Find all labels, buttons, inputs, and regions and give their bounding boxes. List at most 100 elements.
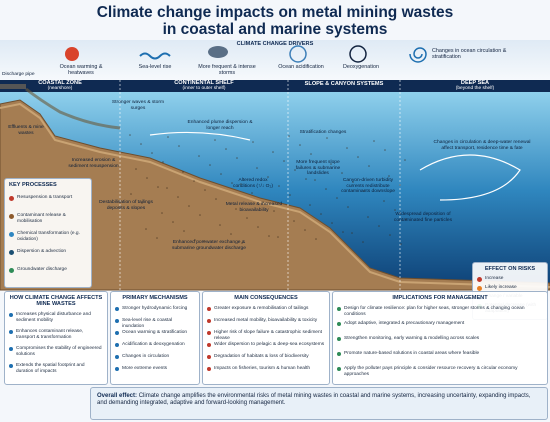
key-icon xyxy=(9,268,14,273)
particle xyxy=(129,134,131,136)
particle xyxy=(330,163,332,165)
panel-icon xyxy=(9,347,13,351)
particle xyxy=(156,237,158,239)
sediment-layer xyxy=(0,102,550,288)
panel-item: Compromises the stability of engineered … xyxy=(16,346,102,357)
particle xyxy=(389,234,391,236)
particle xyxy=(268,235,270,237)
panel-icon xyxy=(115,319,119,323)
panel-item: Higher risk of slope failure & catastrop… xyxy=(214,330,322,341)
panel-item: Wider dispersion to pelagic & deep-sea e… xyxy=(214,342,325,347)
zone-note: (beyond the shelf) xyxy=(455,86,495,92)
panel-item: Sea-level rise & coastal inundation xyxy=(122,318,173,329)
particle xyxy=(135,168,137,170)
scene-label: More frequent slope failures & submarine… xyxy=(295,160,341,177)
panel-item: Adopt adaptive, integrated & precautiona… xyxy=(344,321,465,326)
title: Climate change impacts on metal mining w… xyxy=(96,4,454,21)
panel-icon xyxy=(337,337,341,341)
panel-icon xyxy=(207,355,211,359)
particle xyxy=(384,149,386,151)
particle xyxy=(405,218,407,220)
particle xyxy=(294,169,296,171)
panel: MAIN CONSEQUENCES Greater exposure & remo… xyxy=(202,291,330,385)
risk-legend-heading: EFFECT ON RISKS xyxy=(484,266,536,272)
particle xyxy=(240,183,242,185)
panel-icon xyxy=(9,330,13,334)
particle xyxy=(256,167,258,169)
panel-icon xyxy=(207,331,211,335)
particle xyxy=(314,179,316,181)
particle xyxy=(188,205,190,207)
particle xyxy=(172,221,174,223)
particle xyxy=(383,200,385,202)
risk-icon xyxy=(477,277,482,282)
panel-heading: HOW CLIMATE CHANGE AFFECTS MINE WASTES xyxy=(9,295,103,308)
particle xyxy=(288,135,290,137)
particle xyxy=(357,156,359,158)
panel-icon xyxy=(337,367,341,371)
particle xyxy=(272,151,274,153)
panel-icon xyxy=(9,313,13,317)
particle xyxy=(373,140,375,142)
particle xyxy=(182,171,184,173)
title: in coastal and marine systems xyxy=(162,21,388,38)
particle xyxy=(209,164,211,166)
scene-label: Canyon-driven turbidity currents redistr… xyxy=(341,178,395,195)
panel-item: Changes in circulation xyxy=(122,354,170,359)
panel-item: Greater exposure & remobilisation of tai… xyxy=(214,306,309,311)
particle xyxy=(162,161,164,163)
panel: PRIMARY MECHANISMS Stronger hydrodynamic … xyxy=(110,291,200,385)
particle xyxy=(167,136,169,138)
driver-label: More frequent & intense storms xyxy=(198,64,256,77)
particle xyxy=(394,209,396,211)
scene-label: Metal release & increased bioavailabilit… xyxy=(225,202,283,213)
particle xyxy=(277,236,279,238)
particle xyxy=(363,190,365,192)
particle xyxy=(183,230,185,232)
particle xyxy=(362,241,364,243)
overall-box: Overall effect: Climate change amplifies… xyxy=(90,387,548,420)
scene-label: Increased erosion & sediment resuspensio… xyxy=(68,158,119,169)
particle xyxy=(352,181,354,183)
panel-icon xyxy=(115,331,119,335)
particle xyxy=(145,228,147,230)
icon-sea-level xyxy=(139,52,171,60)
scene-label: Altered redox conditions (↑/↓ O₂) xyxy=(233,178,273,189)
particle xyxy=(157,186,159,188)
panel-item: Increased metal mobility, bioavailabilit… xyxy=(214,318,318,323)
icon-acidification xyxy=(289,45,307,63)
scene-label: Widespread deposition of contaminated fi… xyxy=(393,212,453,223)
panel-icon xyxy=(115,367,119,371)
scene-label: Enhanced plume dispersion & longer reach xyxy=(187,120,253,131)
particle xyxy=(204,189,206,191)
particle xyxy=(331,222,333,224)
particle xyxy=(198,155,200,157)
panel-item: Impacts on fisheries, tourism & human he… xyxy=(214,366,310,371)
particle xyxy=(342,231,344,233)
particle xyxy=(130,193,132,195)
particle xyxy=(241,242,243,244)
particle xyxy=(225,148,227,150)
particle xyxy=(214,139,216,141)
particle xyxy=(336,197,338,199)
scene-label: Stronger waves & storm surges xyxy=(111,100,165,111)
panel-item: Design for climate resilience: plan for … xyxy=(344,306,525,317)
particle xyxy=(341,172,343,174)
zone-note: (inner to outer shelf) xyxy=(182,86,226,92)
driver-label: Changes in ocean circulation & stratific… xyxy=(432,48,507,61)
driver-label: Deoxygenation xyxy=(343,64,379,70)
key-process: Groundwater discharge xyxy=(17,267,67,272)
key-processes: KEY PROCESSES Resuspension & transport Con… xyxy=(4,178,92,288)
particle xyxy=(347,206,349,208)
overall-label: Overall effect: xyxy=(97,393,138,399)
risk-legend-item: Likely increase xyxy=(485,285,517,290)
zone-label: COASTAL ZONE (nearshore) xyxy=(0,80,120,92)
panel-icon xyxy=(115,355,119,359)
particle xyxy=(404,159,406,161)
scene-label: Discharge pipe xyxy=(2,72,35,77)
panel-heading: MAIN CONSEQUENCES xyxy=(234,295,298,301)
panel-item: Ocean warming & stratification xyxy=(122,330,188,335)
panel-icon xyxy=(207,307,211,311)
driver-icons xyxy=(65,45,427,63)
